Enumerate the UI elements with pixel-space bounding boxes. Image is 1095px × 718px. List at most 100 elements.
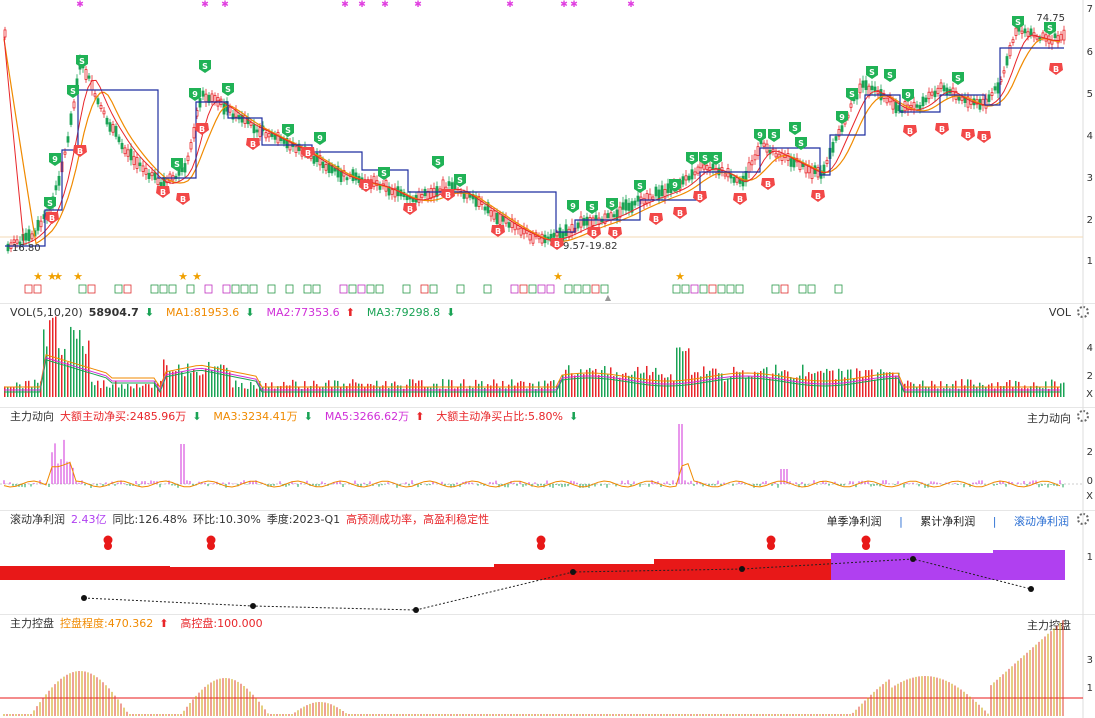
candle-body <box>336 165 340 178</box>
candle-body <box>633 200 637 206</box>
volume-bar <box>721 373 723 397</box>
star-marker: ✱ <box>76 0 84 10</box>
volume-bar <box>1048 388 1050 397</box>
pin-icon <box>863 542 869 548</box>
tab-rolling-profit[interactable]: 滚动净利润 <box>1014 515 1069 528</box>
candle-body <box>657 189 661 200</box>
volume-bar <box>136 383 138 397</box>
candle-body <box>915 104 919 108</box>
profit-pane[interactable]: 滚动净利润 2.43亿 同比:126.48% 环比:10.30% 季度:2023… <box>0 510 1095 615</box>
volume-bar <box>988 384 990 397</box>
sell-label: S <box>887 71 893 80</box>
control-pane[interactable]: 主力控盘 控盘程度:470.362 ⬆ 高控盘:100.000 主力控盘 3 1 <box>0 614 1095 718</box>
candle-body <box>351 169 355 182</box>
buy-label: B <box>939 125 945 134</box>
signal-box <box>168 284 177 294</box>
candle-body <box>276 131 280 144</box>
volume-bar <box>385 381 387 397</box>
volume-bar <box>655 367 657 397</box>
volume-bar <box>310 385 312 397</box>
vol-y-tick: 2 <box>1086 371 1093 382</box>
tab-single-profit[interactable]: 单季净利润 <box>826 515 882 528</box>
vol-y-tick: X <box>1086 389 1093 400</box>
sell-marker: 9 <box>754 129 766 142</box>
volume-bar <box>808 372 810 397</box>
sell-shape <box>432 156 444 169</box>
buy-marker: B <box>903 125 917 137</box>
profit-header: 滚动净利润 2.43亿 同比:126.48% 环比:10.30% 季度:2023… <box>0 510 1095 528</box>
sell-label: 9 <box>672 181 678 190</box>
candle-body <box>36 219 40 231</box>
candle-body <box>909 104 913 108</box>
candle-body <box>621 202 625 210</box>
sell-marker: S <box>1044 22 1056 35</box>
buy-marker: B <box>733 193 747 205</box>
sell-shape <box>49 153 61 166</box>
sell-label: S <box>457 176 463 185</box>
signal-box <box>159 284 168 294</box>
candle-body <box>687 175 691 181</box>
candle-body <box>753 154 757 161</box>
sell-marker: 9 <box>189 88 201 101</box>
sell-shape <box>836 111 848 124</box>
price-mid-label: 9.57-19.82 <box>563 241 618 252</box>
volume-bar <box>952 384 954 397</box>
candle-body <box>1026 31 1030 37</box>
candle-body <box>318 155 322 166</box>
flow-pane[interactable]: 主力动向 大额主动净买:2485.96万 ⬇ MA3:3234.41万 ⬇ MA5:… <box>0 407 1095 511</box>
volume-bar <box>841 370 843 397</box>
volume-bar <box>196 371 198 397</box>
volume-bar <box>673 380 675 397</box>
volume-bar <box>616 372 618 397</box>
sell-shape <box>699 152 711 165</box>
flow-ratio-text: 大额主动净买占比:5.80% <box>436 410 563 423</box>
buy-marker: B <box>550 238 564 250</box>
volume-bar <box>1042 388 1044 397</box>
flow-chart <box>0 407 1084 510</box>
candle-body <box>609 212 613 221</box>
candle-body <box>663 189 667 199</box>
volume-bar <box>205 368 207 397</box>
flow-ma3-text: MA3:3234.41万 <box>213 410 298 423</box>
candle-body <box>924 97 928 103</box>
profit-bar <box>170 567 337 580</box>
star-marker: ✱ <box>506 0 514 10</box>
signal-box <box>285 284 294 294</box>
profit-bar <box>337 567 494 580</box>
volume-bar <box>823 372 825 397</box>
volume-bar <box>922 380 924 397</box>
tab-cumulative-profit[interactable]: 累计净利润 <box>920 515 976 528</box>
candle-body <box>498 213 502 225</box>
candle-body <box>156 177 160 186</box>
sell-shape <box>789 122 801 135</box>
volume-bar <box>151 387 153 397</box>
volume-bar <box>52 317 54 397</box>
candle-body <box>93 93 97 97</box>
volume-bar <box>847 369 849 397</box>
volume-bar <box>751 376 753 397</box>
volume-bar <box>106 386 108 397</box>
sell-label: S <box>798 139 804 148</box>
volume-bar <box>943 388 945 397</box>
volume-bar <box>601 370 603 397</box>
candle-body <box>771 148 775 152</box>
candle-body <box>39 220 43 228</box>
candle-body <box>774 152 778 158</box>
pin-icon <box>105 542 111 548</box>
volume-bar <box>559 379 561 397</box>
vol-pane[interactable]: VOL(5,10,20) 58904.7 ⬇ MA1:81953.6 ⬇ MA2:7… <box>0 303 1095 408</box>
flow-ratio: 大额主动净买占比:5.80% ⬇ <box>436 410 579 423</box>
candle-body <box>183 163 187 173</box>
signal-box <box>78 284 87 294</box>
signal-box <box>348 284 357 294</box>
candle-body <box>102 110 106 115</box>
sell-label: 9 <box>905 91 911 100</box>
signal-box <box>564 284 573 294</box>
sell-label: S <box>792 124 798 133</box>
y-tick: 5 <box>1086 89 1093 100</box>
buy-marker: B <box>246 138 260 150</box>
sell-shape <box>952 72 964 85</box>
sell-marker: 9 <box>567 200 579 213</box>
